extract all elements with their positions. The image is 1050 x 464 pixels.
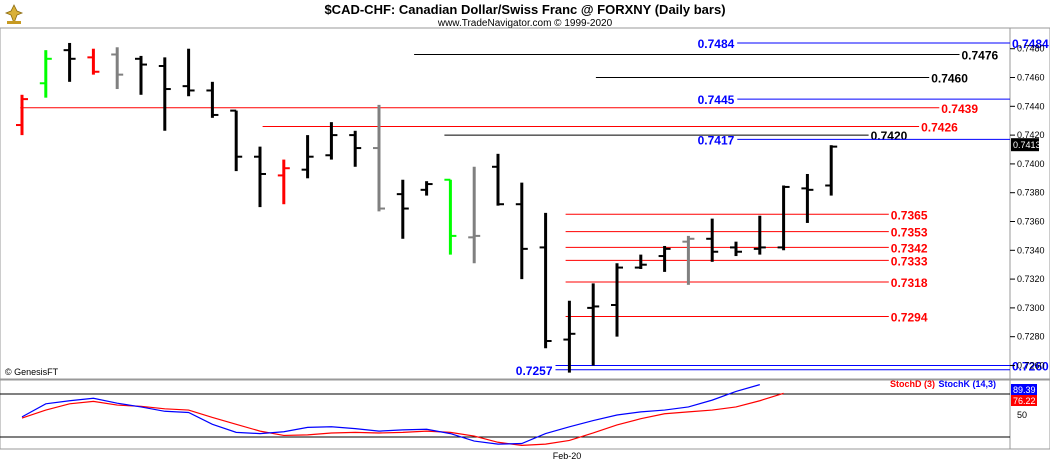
ohlc-bar (373, 104, 385, 212)
indicator-readout-label: 76.22 (1013, 396, 1036, 406)
ohlc-bar (301, 135, 314, 179)
ohlc-bar (206, 81, 219, 118)
price-axis: 0.7480 0.7460 0.7440 0.7420 0.7400 0.7380 0.73… (1010, 44, 1045, 370)
ohlc-bar (135, 55, 147, 95)
last-price-badge (1011, 138, 1039, 152)
ohlc-bar (111, 47, 124, 90)
ohlc-bar (254, 146, 266, 208)
y-tick-label: 0.7320 (1017, 274, 1045, 284)
level-label: 0.7484 (1012, 37, 1049, 51)
level-label: 0.7333 (891, 254, 928, 268)
ohlc-bar (706, 218, 719, 262)
x-tick-feb20: Feb-20 (553, 451, 582, 461)
ohlc-bar (753, 215, 766, 255)
level-label: 0.7318 (891, 276, 928, 290)
ohlc-bar (801, 173, 814, 223)
credit-label: © GenesisFT (5, 367, 59, 377)
ohlc-bar (277, 159, 290, 205)
ohlc-bar (539, 212, 552, 349)
y-tick-label: 0.7380 (1017, 188, 1045, 198)
level-label: 0.7460 (931, 72, 968, 86)
y-tick-label: 0.7400 (1017, 159, 1045, 169)
indicator-panel-frame (0, 379, 1011, 450)
y-tick-label: 0.7260 (1017, 360, 1045, 370)
y-tick-label: 0.7480 (1017, 44, 1045, 54)
level-label: 0.7484 (698, 37, 735, 51)
ohlc-bar (87, 48, 100, 75)
level-label: 0.7445 (698, 93, 735, 107)
ohlc-bar (587, 283, 600, 366)
y-tick-label: 0.7280 (1017, 332, 1045, 342)
legend-stochd: StochD (3) (890, 379, 935, 389)
y-tick-label: 0.7440 (1017, 101, 1045, 111)
ohlc-bar (730, 241, 742, 257)
ohlc-bar (825, 145, 838, 196)
indicator-readout-label: 89.39 (1013, 385, 1036, 395)
legend-stochk: StochK (14,3) (938, 379, 996, 389)
ohlc-bar (396, 179, 409, 239)
chart-title: $CAD-CHF: Canadian Dollar/Swiss Franc @ … (324, 2, 725, 17)
level-label: 0.7417 (698, 133, 735, 147)
indicator-readout-badge (1011, 384, 1037, 395)
ohlc-bar (325, 122, 338, 160)
ohlc-bar (468, 166, 481, 264)
ohlc-bar (420, 181, 433, 196)
stoch-series-line (21, 384, 760, 445)
last-price-label: 0.7413 (1013, 140, 1041, 150)
ohlc-bar (158, 57, 171, 131)
indicator-readout-badge (1011, 395, 1037, 406)
level-label: 0.7439 (941, 102, 978, 116)
level-label: 0.7260 (1012, 359, 1049, 373)
y-tick-label: 0.7360 (1017, 216, 1045, 226)
level-label: 0.7257 (516, 364, 553, 378)
ohlc-bar (563, 300, 576, 373)
y-tick-label: 0.7460 (1017, 73, 1045, 83)
level-label: 0.7342 (891, 241, 928, 255)
chart-subtitle: www.TradeNavigator.com © 1999-2020 (437, 18, 613, 29)
level-label: 0.7426 (921, 120, 958, 134)
logo-icon (4, 4, 24, 25)
level-label: 0.7476 (962, 48, 999, 62)
level-label: 0.7294 (891, 311, 928, 325)
price-levels: 0.7484 0.7484 0.7476 0.7460 0.7445 0.7439 0.74… (20, 37, 1049, 378)
ohlc-bar (16, 94, 28, 136)
level-label: 0.7420 (871, 129, 908, 143)
ohlc-bar (492, 153, 504, 206)
ohlc-bar (515, 182, 528, 280)
indicator-tick-label: 50 (1017, 410, 1027, 420)
stochastic-lines (21, 384, 784, 446)
ohlc-bar (230, 109, 243, 172)
ohlc-bar (658, 245, 671, 272)
ohlc-bar (634, 254, 647, 270)
price-bars (16, 42, 838, 373)
ohlc-bar (63, 42, 76, 82)
ohlc-bar (777, 185, 790, 251)
price-axis-frame (1009, 27, 1050, 380)
y-tick-label: 0.7300 (1017, 303, 1045, 313)
price-panel-frame (0, 27, 1011, 380)
ohlc-bar (611, 263, 623, 337)
indicator-axis-frame (1009, 379, 1050, 450)
ohlc-bar (182, 48, 195, 97)
y-tick-label: 0.7420 (1017, 130, 1045, 140)
y-tick-label: 0.7340 (1017, 245, 1045, 255)
level-label: 0.7353 (891, 226, 928, 240)
ohlc-bar (39, 50, 52, 98)
level-label: 0.7365 (891, 208, 928, 222)
ohlc-bar (444, 178, 457, 255)
ohlc-bar (349, 130, 362, 167)
ohlc-bar (682, 235, 695, 285)
stoch-series-line (21, 392, 784, 446)
